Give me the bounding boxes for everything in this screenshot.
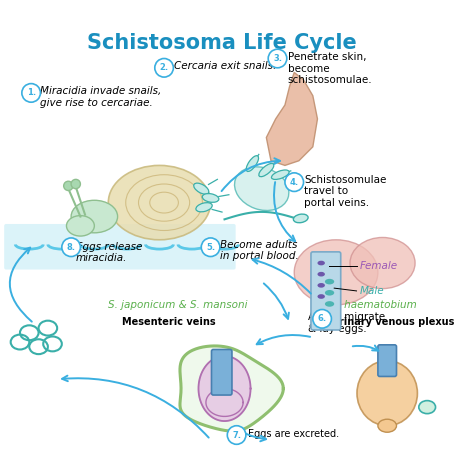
Circle shape (62, 238, 81, 256)
Text: Schistosoma Life Cycle: Schistosoma Life Cycle (87, 33, 356, 54)
FancyBboxPatch shape (311, 252, 341, 330)
Ellipse shape (325, 290, 334, 296)
Ellipse shape (71, 201, 118, 233)
Text: Eggs are excreted.: Eggs are excreted. (248, 429, 339, 439)
Ellipse shape (325, 301, 334, 307)
FancyArrowPatch shape (274, 182, 295, 241)
Ellipse shape (293, 214, 308, 223)
Text: Become adults
in portal blood.: Become adults in portal blood. (220, 240, 299, 261)
Circle shape (268, 49, 287, 68)
Ellipse shape (259, 164, 274, 177)
Ellipse shape (246, 155, 258, 172)
Ellipse shape (318, 261, 325, 265)
Text: Schistosomulae
travel to
portal veins.: Schistosomulae travel to portal veins. (304, 175, 387, 208)
Circle shape (155, 58, 173, 77)
Ellipse shape (66, 216, 94, 236)
FancyArrowPatch shape (353, 346, 378, 351)
Circle shape (228, 426, 246, 444)
Ellipse shape (272, 170, 289, 180)
Circle shape (71, 179, 81, 189)
FancyArrowPatch shape (221, 158, 280, 191)
Text: 2.: 2. (160, 64, 169, 73)
Ellipse shape (235, 167, 289, 210)
FancyBboxPatch shape (211, 349, 232, 395)
Ellipse shape (202, 193, 219, 202)
Text: Female: Female (359, 261, 397, 271)
Polygon shape (180, 346, 283, 431)
Ellipse shape (419, 401, 436, 414)
Text: Eggs release
miracidia.: Eggs release miracidia. (76, 242, 142, 263)
Circle shape (22, 83, 40, 102)
Text: Adults migrate
& lay eggs.: Adults migrate & lay eggs. (308, 312, 385, 334)
FancyArrowPatch shape (253, 258, 311, 293)
Ellipse shape (350, 237, 415, 289)
Text: 1.: 1. (27, 89, 36, 97)
Text: 7.: 7. (232, 430, 241, 439)
Circle shape (201, 238, 220, 256)
FancyArrowPatch shape (264, 283, 289, 319)
Polygon shape (266, 73, 318, 165)
Ellipse shape (318, 272, 325, 276)
Text: Male: Male (359, 286, 384, 296)
Circle shape (313, 310, 331, 328)
Ellipse shape (378, 419, 396, 432)
Ellipse shape (196, 203, 212, 212)
Polygon shape (199, 356, 251, 421)
Text: 6.: 6. (318, 314, 327, 323)
FancyBboxPatch shape (4, 224, 236, 270)
Ellipse shape (357, 361, 418, 426)
Text: Urinary venous plexus: Urinary venous plexus (331, 317, 455, 327)
Text: 3.: 3. (273, 54, 282, 63)
Ellipse shape (194, 183, 209, 194)
FancyArrowPatch shape (10, 248, 32, 322)
Ellipse shape (318, 283, 325, 288)
Text: S. haematobium: S. haematobium (331, 300, 417, 310)
Text: Miracidia invade snails,
give rise to cercariae.: Miracidia invade snails, give rise to ce… (40, 86, 162, 108)
FancyBboxPatch shape (378, 345, 396, 376)
Circle shape (64, 181, 73, 191)
Circle shape (285, 173, 303, 191)
Text: 4.: 4. (290, 178, 299, 187)
Text: Mesenteric veins: Mesenteric veins (122, 317, 216, 327)
Text: Cercaria exit snails.: Cercaria exit snails. (174, 61, 276, 71)
Text: 5.: 5. (206, 243, 215, 252)
FancyArrowPatch shape (241, 432, 266, 441)
FancyArrowPatch shape (62, 376, 209, 438)
Text: S. japonicum & S. mansoni: S. japonicum & S. mansoni (108, 300, 248, 310)
Text: 8.: 8. (67, 243, 76, 252)
Ellipse shape (318, 294, 325, 299)
Ellipse shape (325, 279, 334, 284)
Text: Penetrate skin,
become
schistosomulae.: Penetrate skin, become schistosomulae. (288, 52, 373, 85)
Ellipse shape (294, 240, 378, 305)
Ellipse shape (108, 165, 210, 240)
FancyArrowPatch shape (257, 335, 310, 344)
